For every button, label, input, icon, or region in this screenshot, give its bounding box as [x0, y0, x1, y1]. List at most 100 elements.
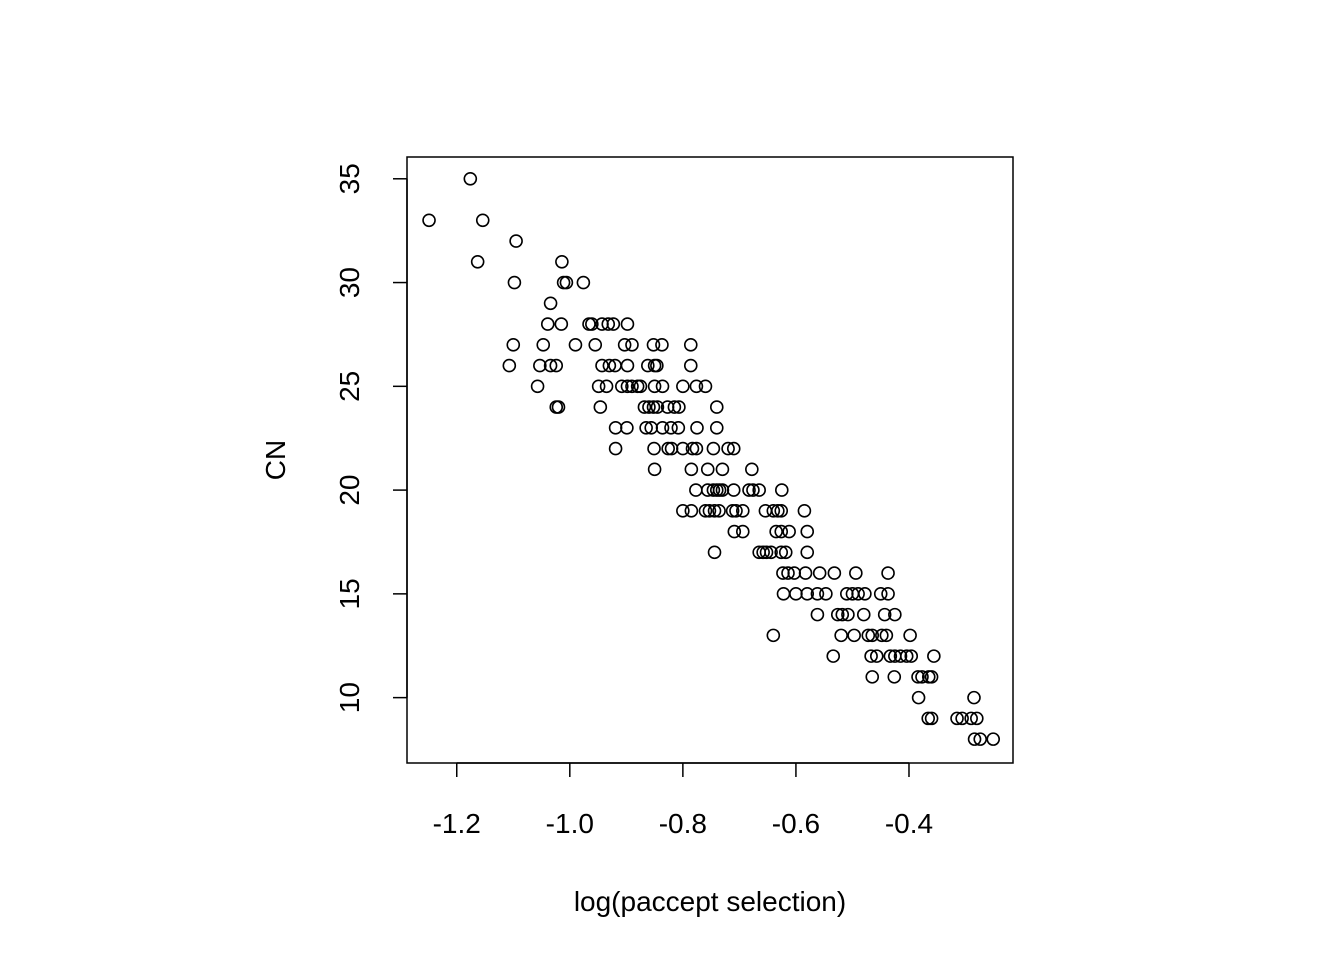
data-point	[849, 566, 863, 580]
data-point	[463, 171, 478, 186]
y-tick-label: 30	[334, 267, 365, 298]
data-point	[606, 317, 621, 331]
data-point	[800, 524, 815, 539]
data-point	[893, 649, 908, 663]
data-point	[637, 400, 652, 414]
data-point	[507, 275, 522, 290]
data-point	[759, 545, 774, 560]
data-point	[620, 379, 635, 394]
data-point	[641, 358, 655, 373]
data-point	[873, 587, 888, 601]
data-point	[967, 732, 982, 746]
data-point	[642, 400, 656, 414]
data-point	[911, 690, 926, 705]
data-point	[967, 690, 981, 705]
data-point	[672, 400, 686, 414]
data-point	[698, 504, 713, 518]
data-point	[647, 462, 662, 477]
data-point	[776, 587, 791, 601]
data-point	[551, 400, 566, 414]
data-point	[617, 338, 632, 352]
data-point	[422, 213, 436, 228]
data-point	[684, 462, 699, 477]
data-point	[625, 379, 639, 394]
y-tick-label: 15	[334, 578, 365, 609]
data-point	[667, 400, 682, 414]
data-point	[689, 441, 704, 456]
data-point	[706, 483, 721, 497]
data-point	[585, 317, 599, 331]
y-tick-label: 35	[334, 163, 365, 194]
data-point	[924, 711, 939, 726]
data-point	[781, 566, 795, 580]
x-tick-label: -0.8	[659, 808, 707, 839]
data-point	[819, 587, 833, 601]
data-point	[865, 628, 880, 643]
data-point	[556, 275, 571, 290]
data-point	[797, 504, 812, 518]
data-point	[771, 504, 785, 518]
data-point	[543, 296, 558, 311]
x-tick-label: -0.4	[885, 808, 933, 839]
data-point	[568, 338, 583, 352]
data-point	[712, 504, 726, 518]
data-point	[904, 649, 919, 663]
data-point	[620, 317, 635, 331]
data-point	[690, 421, 704, 435]
data-point	[625, 338, 639, 352]
data-point	[950, 711, 964, 726]
data-point	[727, 524, 742, 539]
data-point	[530, 379, 545, 394]
data-point	[903, 628, 917, 643]
data-point	[729, 504, 743, 518]
data-point	[841, 607, 855, 622]
data-point	[709, 400, 724, 414]
data-point	[700, 462, 715, 477]
data-point	[707, 504, 722, 518]
data-point	[655, 379, 670, 394]
data-point	[715, 462, 730, 477]
data-point	[726, 441, 741, 456]
data-point	[888, 607, 902, 622]
data-point	[684, 504, 699, 518]
x-axis: -1.2 -1.0 -0.8 -0.6 -0.4	[433, 762, 933, 839]
data-point	[812, 566, 827, 580]
data-point	[924, 670, 939, 684]
data-point	[647, 441, 661, 456]
data-point	[502, 358, 517, 373]
data-point	[470, 255, 485, 269]
data-point	[883, 649, 898, 663]
data-point	[506, 338, 521, 352]
data-point	[646, 400, 661, 414]
data-point	[620, 358, 635, 373]
data-points	[422, 171, 1001, 746]
data-point	[689, 379, 704, 394]
data-point	[986, 732, 1001, 746]
data-point	[650, 358, 664, 373]
data-point	[664, 421, 678, 435]
data-point	[671, 421, 686, 435]
data-point	[877, 607, 892, 622]
data-point	[655, 338, 669, 352]
data-point	[826, 649, 841, 663]
data-point	[861, 628, 876, 643]
data-point	[865, 670, 880, 684]
data-point	[725, 504, 740, 518]
data-point	[554, 317, 569, 331]
data-point	[735, 524, 750, 539]
y-tick-label: 25	[334, 371, 365, 402]
data-point	[856, 607, 871, 622]
x-tick-label: -1.0	[546, 808, 594, 839]
data-point	[875, 628, 889, 643]
data-point	[646, 338, 661, 352]
data-point	[683, 358, 698, 373]
data-point	[555, 255, 569, 269]
y-axis-title: CN	[260, 440, 291, 480]
data-point	[726, 483, 741, 497]
data-point	[576, 275, 591, 290]
data-point	[970, 711, 984, 726]
data-point	[879, 628, 894, 643]
data-point	[549, 358, 564, 373]
data-point	[591, 379, 606, 394]
data-point	[756, 545, 770, 560]
